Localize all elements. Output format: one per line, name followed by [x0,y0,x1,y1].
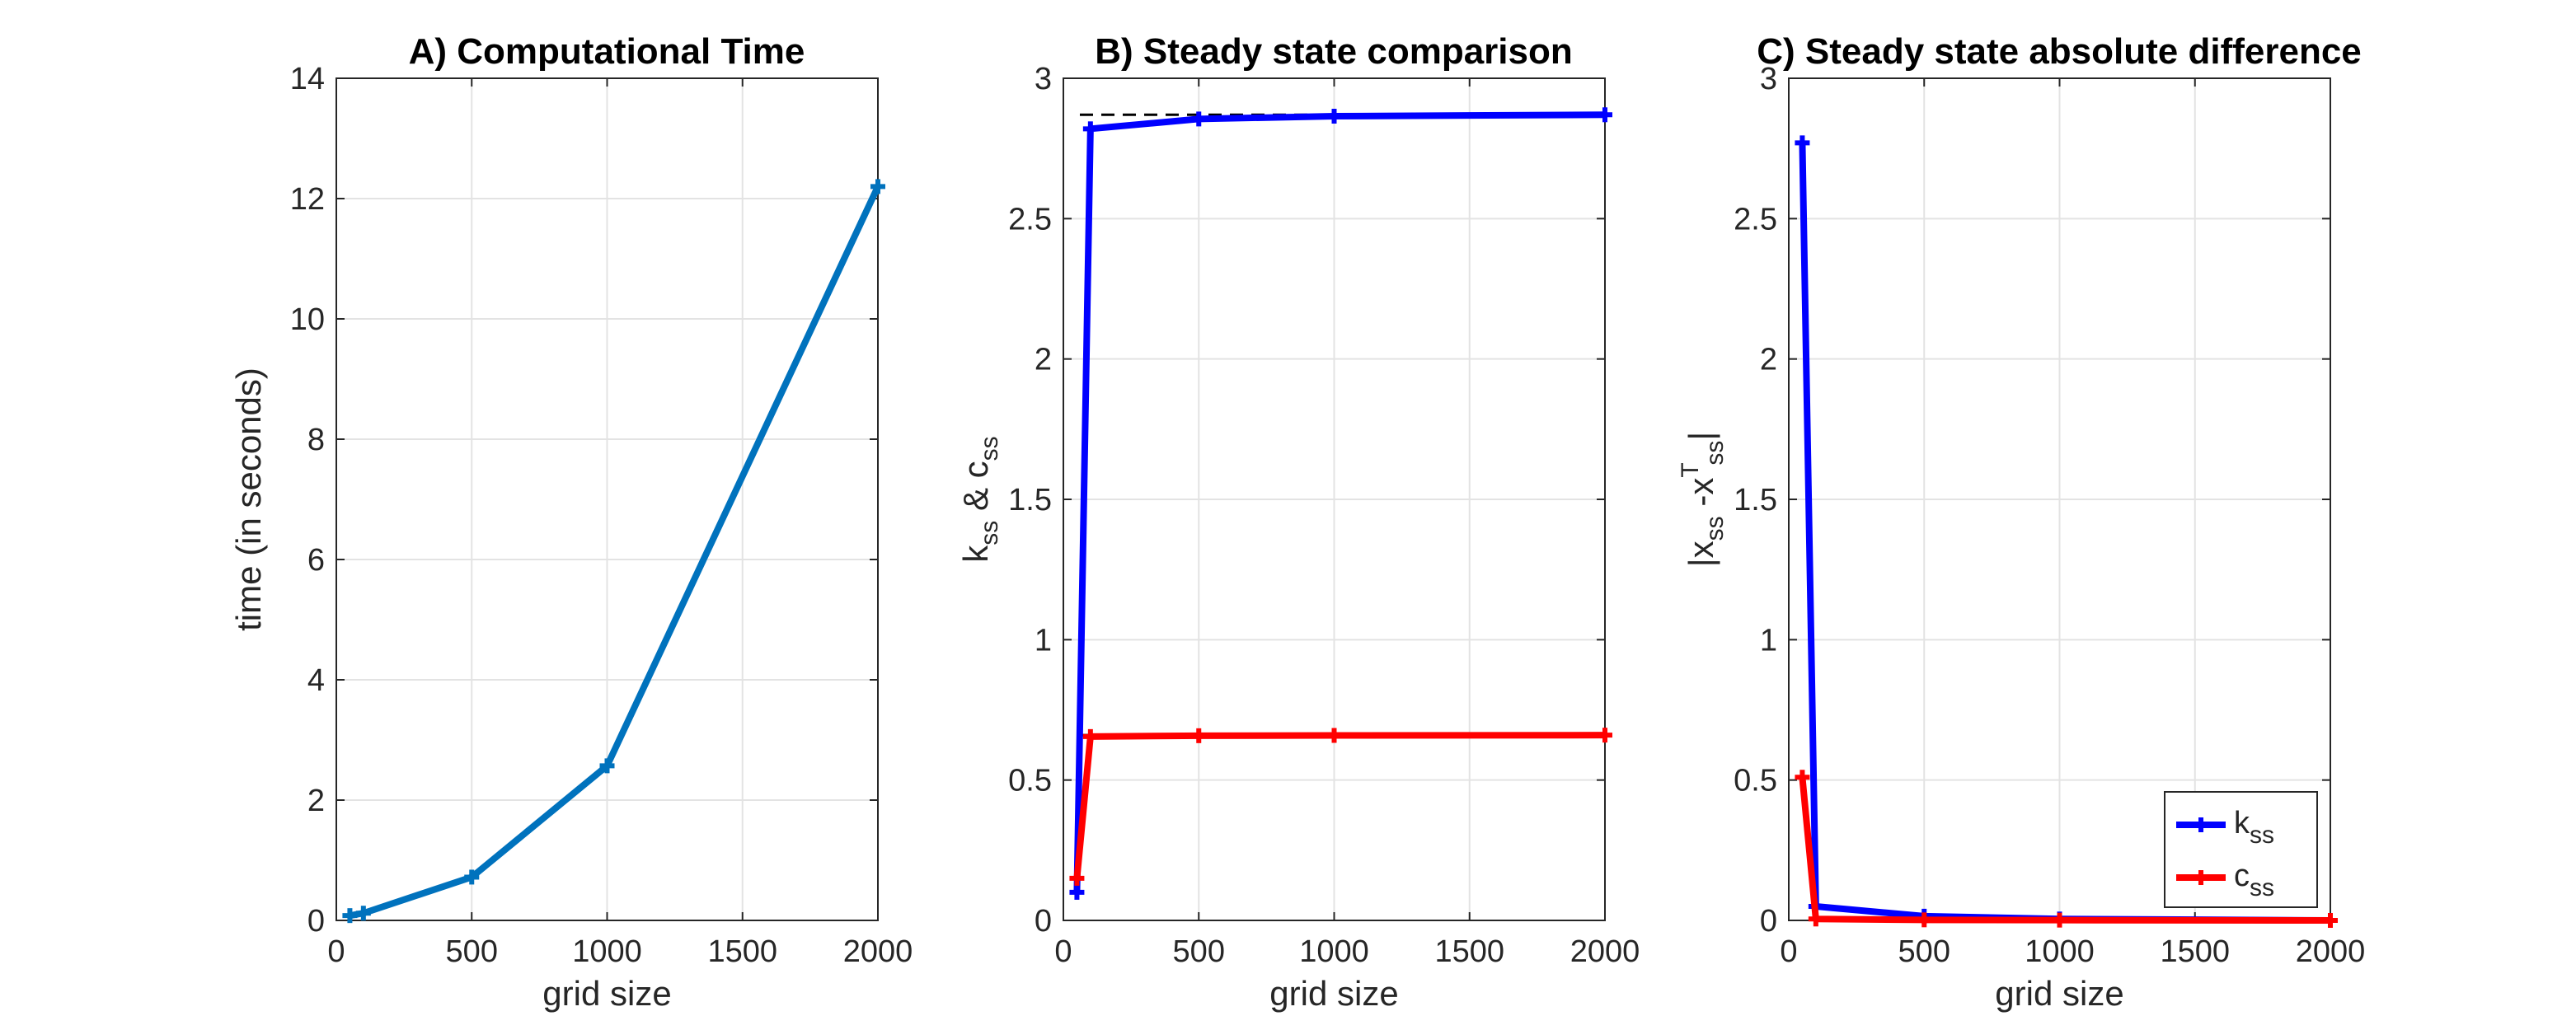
x-tick-label: 0 [327,934,345,969]
y-tick-label: 1.5 [1008,483,1052,517]
legend: kss​ css​ [2164,791,2318,908]
x-axis-label: grid size [1995,974,2123,1013]
panel-c: 0 500 1000 1500 2000 0 0.5 1 1.5 2 2.5 3C) Steady s… [1677,31,2365,1013]
y-tick-label: 10 [290,302,325,337]
data-point [464,869,480,885]
data-point [1191,728,1207,743]
data-point [1598,728,1612,743]
panel-b: 0 500 1000 1500 2000 0 0.5 1 1.5 2 2.5 3 B) Steady s… [956,31,1640,1013]
chart-title: C) Steady state absolute difference [1757,31,2362,72]
grid [1063,78,1605,920]
y-tick-label: 1 [1760,623,1777,658]
series-2 [1795,770,2338,928]
y-tick-label: 2.5 [1734,202,1777,236]
y-tick-label: 1.5 [1734,483,1777,517]
data-point [1069,884,1085,900]
chart-title: A) Computational Time [409,31,805,72]
y-tick-label: 6 [307,543,325,578]
x-tick-label: 1500 [1434,934,1504,969]
x-tick-label: 500 [1173,934,1225,969]
legend-box [2164,791,2318,908]
label-part: | [1682,432,1720,441]
y-axis-label: time (in seconds) [229,368,268,631]
label-part: ss [1701,516,1729,541]
x-tick-label: 500 [1898,934,1950,969]
y-tick-label: 4 [307,663,325,698]
x-tick-label: 1500 [707,934,777,969]
y-tick-label: 8 [307,423,325,457]
data-point [2052,912,2067,928]
label-part: ss [976,436,1003,461]
data-point [1326,728,1342,743]
chart-title: B) Steady state comparison [1095,31,1573,72]
data-point [342,908,358,924]
label-part: ss [2250,822,2274,849]
panel-a: 0 500 1000 1500 2000 0 2 4 6 8 10 12 14 A) Computatio… [229,31,913,1013]
data-point [1598,107,1612,123]
data-point [1082,728,1098,744]
x-axis-label: grid size [1269,974,1398,1013]
y-tick-label: 14 [290,62,325,96]
label-part: k [2234,806,2250,840]
x-tick-label: 0 [1780,934,1797,969]
data-point [1795,770,1810,785]
y-tick-label: 0 [1760,904,1777,939]
data-point [1808,911,1823,927]
y-tick-label: 0.5 [1734,764,1777,798]
y-tick-label: 2 [307,784,325,818]
x-tick-label: 1000 [572,934,642,969]
y-axis-label: |xss -xTss| [1677,432,1729,568]
x-tick-label: 2000 [843,934,913,969]
legend-entry: css​ [2176,859,2274,901]
x-tick-label: 1000 [2025,934,2095,969]
legend-entry: kss​ [2176,806,2274,849]
y-tick-label: 0 [307,904,325,939]
x-tick-label: 2000 [1570,934,1640,969]
label-part: |x [1682,541,1720,567]
data-point [1917,912,1932,928]
data-point [1082,121,1098,137]
data-point [1795,135,1810,151]
y-tick-label: 2 [1760,343,1777,377]
y-tick-label: 2 [1035,343,1052,377]
series-1 [342,179,885,924]
series-1 [1069,107,1612,900]
y-tick-label: 3 [1760,62,1777,96]
series-2 [1069,728,1612,886]
legend-label: kss​ [2234,806,2274,849]
data-point [1191,111,1207,127]
label-part: & c [956,461,995,520]
data-point [355,906,371,921]
x-tick-label: 500 [446,934,498,969]
x-tick-label: 1000 [1299,934,1369,969]
data-point [599,758,615,774]
x-tick-label: 1500 [2160,934,2230,969]
label-part: -x [1682,478,1720,517]
y-axis-label: kss & css​ [956,436,1003,562]
y-tick-label: 0.5 [1008,764,1052,798]
label-part: c [2234,859,2250,893]
x-tick-label: 2000 [2296,934,2366,969]
grid [336,78,878,920]
grid [1789,78,2330,920]
y-tick-label: 1 [1035,623,1052,658]
label-part: k [956,545,995,563]
data-point [870,179,885,194]
legend-label: css​ [2234,859,2274,901]
label-part: T [1677,463,1704,478]
label-part: ss [976,521,1003,545]
y-tick-label: 2.5 [1008,202,1052,236]
label-part: ss [2250,874,2274,901]
y-tick-label: 3 [1035,62,1052,96]
y-tick-label: 0 [1035,904,1052,939]
y-tick-label: 12 [290,182,325,217]
data-point [2323,913,2338,928]
x-tick-label: 0 [1054,934,1072,969]
label-part: ss [1701,441,1729,466]
data-point [1326,108,1342,124]
x-axis-label: grid size [542,974,671,1013]
data-point [1069,870,1085,886]
